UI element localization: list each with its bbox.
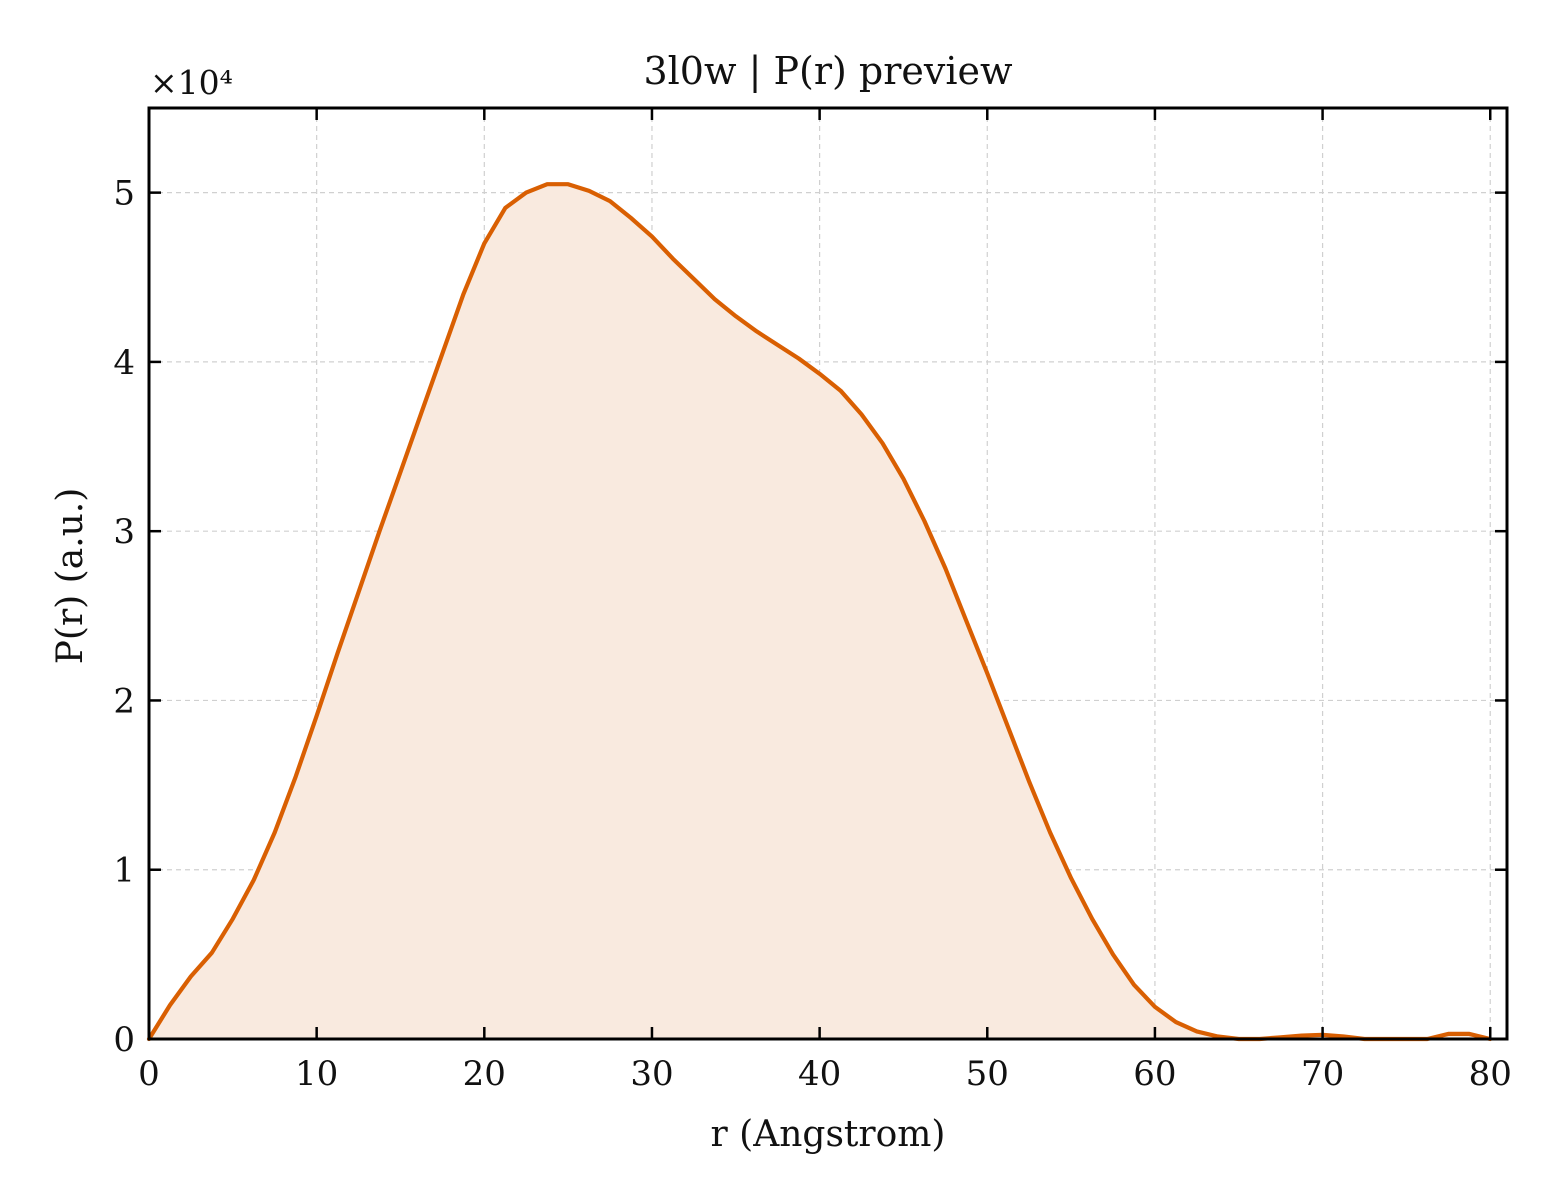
- y-tick-label: 0: [113, 1020, 135, 1060]
- y-tick-label: 1: [113, 851, 135, 891]
- x-tick-label: 60: [1133, 1054, 1176, 1094]
- plot-frame: [147, 106, 1509, 1041]
- y-tick-label: 2: [113, 681, 135, 721]
- y-axis-label: P(r) (a.u.): [50, 488, 91, 665]
- y-tick-label: 4: [113, 343, 135, 383]
- x-tick-label: 20: [463, 1054, 506, 1094]
- x-tick-label: 10: [295, 1054, 338, 1094]
- y-scale-multiplier: ×10⁴: [150, 63, 233, 102]
- x-tick-label: 50: [966, 1054, 1009, 1094]
- x-tick-label: 0: [138, 1054, 160, 1094]
- x-tick-label: 40: [798, 1054, 841, 1094]
- pr-area-fill: [149, 184, 1491, 1039]
- x-tick-label: 30: [630, 1054, 673, 1094]
- axis-ticks: 0 10 20 30 40 50 60 70 80 0 1 2 3 4 5: [113, 108, 1512, 1094]
- chart-title: 3l0w | P(r) preview: [643, 49, 1013, 93]
- x-tick-label: 70: [1301, 1054, 1344, 1094]
- x-axis-label: r (Angstrom): [711, 1114, 946, 1155]
- y-tick-label: 5: [113, 174, 135, 214]
- x-tick-label: 80: [1469, 1054, 1512, 1094]
- y-tick-label: 3: [113, 512, 135, 552]
